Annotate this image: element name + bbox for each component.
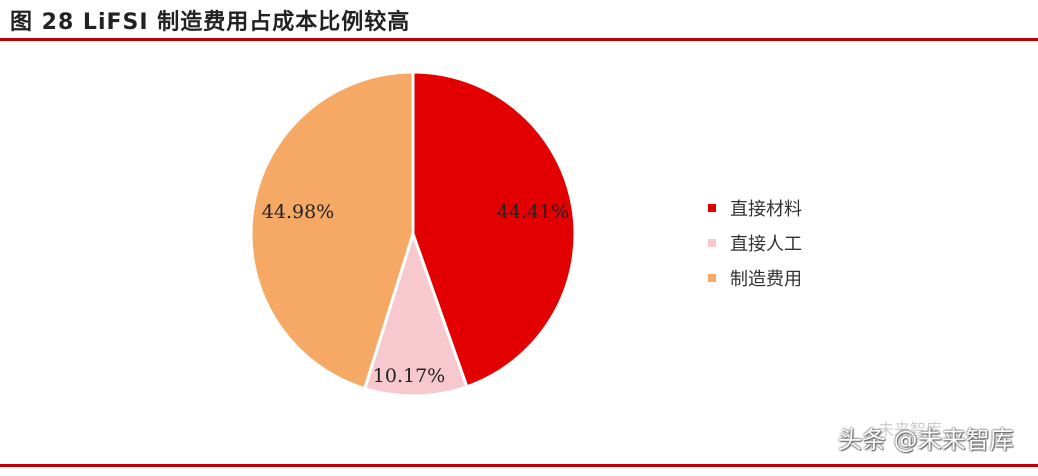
pie-slice-2 — [362, 229, 469, 398]
slice-label-2: 10.17% — [373, 365, 445, 387]
legend-label: 直接材料 — [730, 198, 802, 220]
legend-item-1: 直接材料 — [708, 190, 802, 225]
watermark: 头条 @未来智库 — [838, 426, 1014, 454]
pie-slice-1 — [411, 70, 577, 389]
chart-area: 44.41% 10.17% 44.98% — [0, 42, 1038, 462]
legend-item-2: 直接人工 — [708, 225, 802, 260]
legend: 直接材料直接人工制造费用 — [708, 190, 802, 295]
legend-swatch — [708, 238, 716, 247]
slice-label-3: 44.98% — [262, 201, 334, 223]
legend-label: 直接人工 — [730, 233, 802, 255]
legend-label: 制造费用 — [730, 268, 802, 290]
legend-swatch — [708, 203, 716, 212]
legend-swatch — [708, 273, 716, 282]
bottom-rule — [0, 464, 1038, 467]
slice-label-1: 44.41% — [497, 201, 569, 223]
top-rule — [0, 38, 1038, 41]
pie-slice-3 — [249, 70, 415, 391]
watermark-secondary: 未来智库 — [878, 420, 943, 439]
figure-title: 图 28 LiFSI 制造费用占成本比例较高 — [10, 10, 411, 35]
pie-chart: 44.41% 10.17% 44.98% — [249, 70, 577, 398]
legend-item-3: 制造费用 — [708, 260, 802, 295]
